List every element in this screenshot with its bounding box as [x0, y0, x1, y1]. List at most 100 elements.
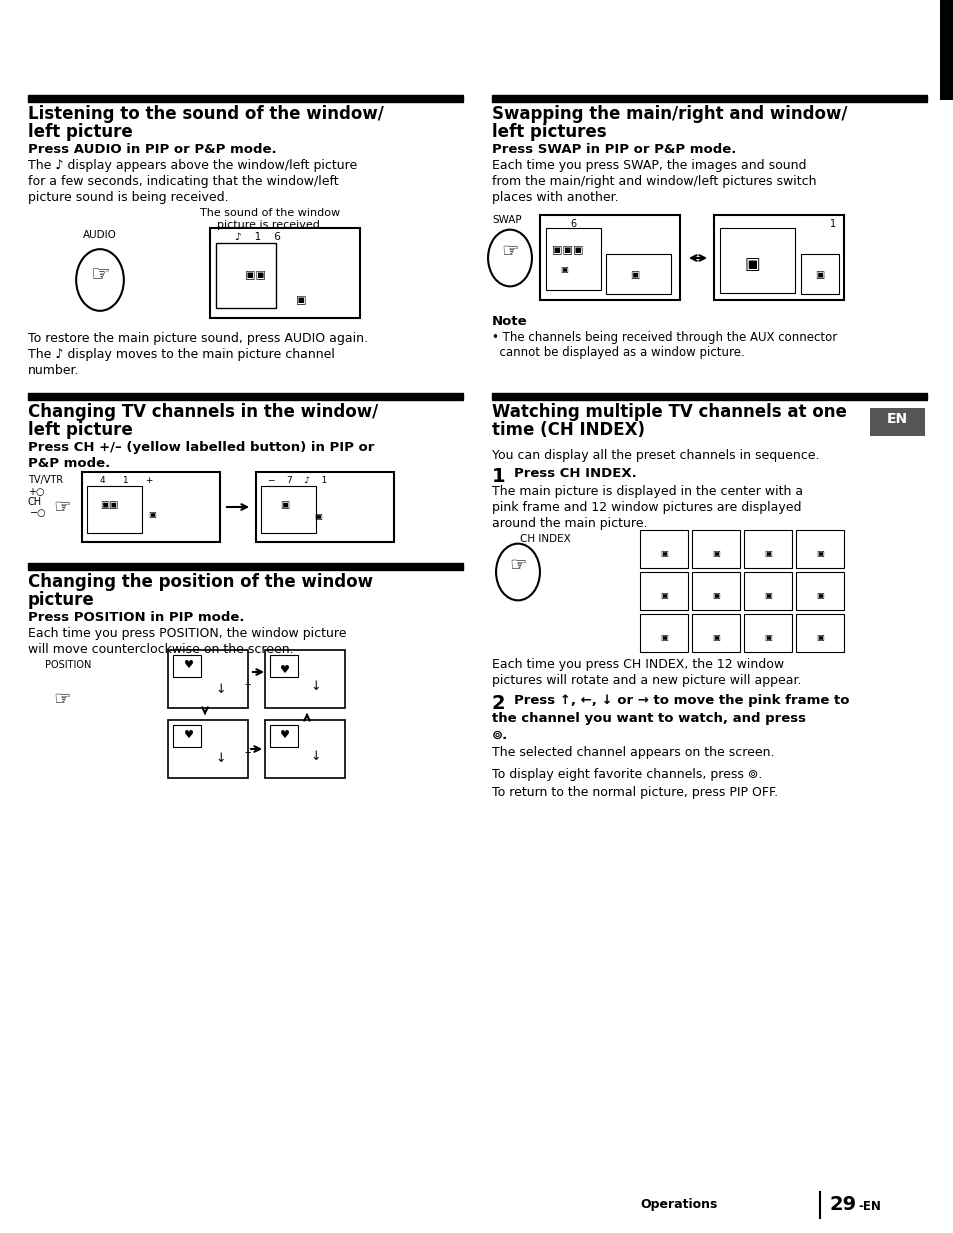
Text: 2: 2 [492, 694, 505, 713]
Text: Press CH +/– (yellow labelled button) in PIP or: Press CH +/– (yellow labelled button) in… [28, 441, 374, 454]
Text: CH INDEX: CH INDEX [519, 534, 570, 544]
Text: • The channels being received through the AUX connector: • The channels being received through th… [492, 330, 837, 344]
Bar [210, 228, 359, 318]
Text: 29: 29 [829, 1195, 856, 1215]
Text: -EN: -EN [857, 1200, 880, 1213]
Text: Operations: Operations [639, 1198, 717, 1211]
Bar [87, 486, 142, 533]
Text: Each time you press SWAP, the images and sound: Each time you press SWAP, the images and… [492, 159, 805, 171]
Text: ☞: ☞ [500, 242, 518, 261]
Bar [801, 254, 838, 293]
Text: Press ↑, ←, ↓ or → to move the pink frame to: Press ↑, ←, ↓ or → to move the pink fram… [514, 694, 848, 707]
Text: ▣: ▣ [711, 591, 720, 600]
Text: the channel you want to watch, and press: the channel you want to watch, and press [492, 711, 805, 725]
Text: The selected channel appears on the screen.: The selected channel appears on the scre… [492, 746, 774, 760]
Text: Press AUDIO in PIP or P&P mode.: Press AUDIO in PIP or P&P mode. [28, 143, 276, 157]
Text: ▣: ▣ [659, 549, 667, 559]
Text: –: – [245, 746, 251, 760]
Bar [255, 472, 394, 543]
Text: 1: 1 [829, 219, 835, 229]
Text: ▣: ▣ [814, 270, 823, 280]
Text: picture is received.: picture is received. [216, 219, 323, 231]
Bar [265, 650, 345, 708]
Text: ▣: ▣ [763, 633, 771, 642]
Text: The main picture is displayed in the center with a: The main picture is displayed in the cen… [492, 485, 802, 498]
Text: ▣: ▣ [763, 591, 771, 600]
Text: ▣: ▣ [629, 270, 639, 280]
Text: Watching multiple TV channels at one: Watching multiple TV channels at one [492, 403, 846, 420]
Text: ▣: ▣ [659, 633, 667, 642]
Text: ▣: ▣ [763, 549, 771, 559]
Text: −    7    ♪    1: − 7 ♪ 1 [268, 476, 327, 485]
Bar [743, 530, 791, 568]
Text: for a few seconds, indicating that the window/left: for a few seconds, indicating that the w… [28, 175, 338, 187]
Text: Each time you press CH INDEX, the 12 window: Each time you press CH INDEX, the 12 win… [492, 658, 783, 671]
Text: Changing TV channels in the window/: Changing TV channels in the window/ [28, 403, 377, 420]
Bar [265, 720, 345, 778]
Text: 1: 1 [492, 467, 505, 486]
Text: ♥: ♥ [280, 730, 290, 740]
Bar [172, 655, 201, 677]
Text: EN: EN [885, 412, 906, 425]
Text: ⊚.: ⊚. [492, 729, 508, 742]
Text: 4      1      +: 4 1 + [100, 476, 153, 485]
Text: ♥: ♥ [184, 660, 193, 670]
Text: Press POSITION in PIP mode.: Press POSITION in PIP mode. [28, 612, 244, 624]
Text: Each time you press POSITION, the window picture: Each time you press POSITION, the window… [28, 628, 346, 640]
Text: Press CH INDEX.: Press CH INDEX. [514, 467, 636, 480]
Text: Press SWAP in PIP or P&P mode.: Press SWAP in PIP or P&P mode. [492, 143, 736, 157]
Text: ▣: ▣ [711, 549, 720, 559]
Text: Listening to the sound of the window/: Listening to the sound of the window/ [28, 105, 383, 123]
Bar [545, 228, 600, 290]
Text: ▣: ▣ [815, 633, 823, 642]
Bar [639, 572, 687, 610]
Text: ▣: ▣ [711, 633, 720, 642]
Bar [869, 408, 924, 436]
Bar [795, 572, 843, 610]
Bar [28, 393, 462, 399]
Text: left pictures: left pictures [492, 123, 606, 141]
Text: ▣: ▣ [815, 549, 823, 559]
Text: ▣: ▣ [280, 501, 289, 510]
Text: ▣▣▣: ▣▣▣ [552, 245, 583, 255]
Text: ☞: ☞ [53, 690, 71, 709]
Text: number.: number. [28, 364, 79, 377]
Text: –: – [245, 678, 251, 690]
Bar [215, 243, 275, 308]
Bar [795, 614, 843, 652]
Text: ▣: ▣ [744, 255, 760, 272]
Bar [720, 228, 794, 293]
Bar [743, 614, 791, 652]
Text: ↓: ↓ [310, 750, 320, 763]
Text: The ♪ display moves to the main picture channel: The ♪ display moves to the main picture … [28, 348, 335, 361]
Text: 6: 6 [569, 219, 576, 229]
Bar [639, 530, 687, 568]
Text: ☞: ☞ [90, 265, 110, 285]
Bar [492, 393, 926, 399]
Text: −○: −○ [30, 508, 47, 518]
Text: will move counterclockwise on the screen.: will move counterclockwise on the screen… [28, 642, 294, 656]
Text: ▣: ▣ [295, 295, 306, 305]
Bar [939, 0, 953, 100]
Text: cannot be displayed as a window picture.: cannot be displayed as a window picture. [492, 346, 744, 359]
Text: picture sound is being received.: picture sound is being received. [28, 191, 229, 203]
Bar [713, 215, 843, 300]
Text: The ♪ display appears above the window/left picture: The ♪ display appears above the window/l… [28, 159, 356, 171]
Text: ▣▣: ▣▣ [100, 501, 118, 510]
Text: ☞: ☞ [53, 498, 71, 517]
Text: AUDIO: AUDIO [83, 231, 117, 240]
Text: ↓: ↓ [214, 752, 225, 764]
Text: Swapping the main/right and window/: Swapping the main/right and window/ [492, 105, 846, 123]
Text: Note: Note [492, 314, 527, 328]
Text: ↓: ↓ [310, 681, 320, 693]
Text: ♥: ♥ [184, 730, 193, 740]
Bar [168, 720, 248, 778]
Text: places with another.: places with another. [492, 191, 618, 203]
Bar [795, 530, 843, 568]
Text: SWAP: SWAP [492, 215, 521, 224]
Text: To return to the normal picture, press PIP OFF.: To return to the normal picture, press P… [492, 785, 778, 799]
Bar [691, 572, 740, 610]
Bar [605, 254, 670, 293]
Text: pink frame and 12 window pictures are displayed: pink frame and 12 window pictures are di… [492, 501, 801, 514]
Text: left picture: left picture [28, 420, 132, 439]
